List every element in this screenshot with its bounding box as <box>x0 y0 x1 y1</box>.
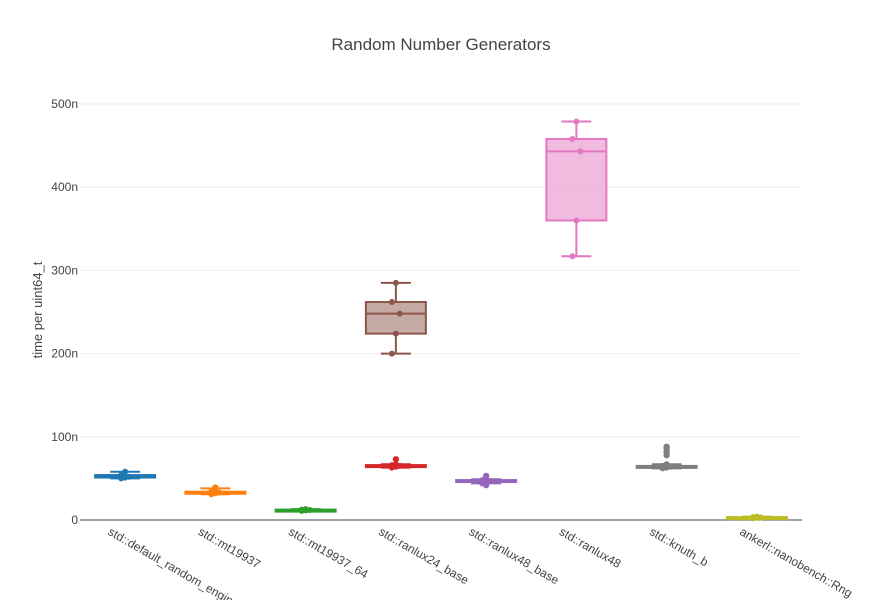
outlier-point <box>212 484 219 491</box>
data-point <box>569 135 576 142</box>
data-point <box>577 148 584 155</box>
chart-title: Random Number Generators <box>331 35 550 54</box>
data-point <box>663 461 670 468</box>
labels: 0100n200n300n400n500nstd::default_random… <box>51 97 854 600</box>
x-tick-label: std::ranlux48_base <box>467 524 562 587</box>
x-tick-label: std::ranlux48 <box>557 524 624 571</box>
outlier-point <box>663 443 670 450</box>
data-point <box>126 473 133 480</box>
box-0 <box>94 468 157 482</box>
y-tick-label: 500n <box>51 97 78 111</box>
outlier-point <box>482 481 490 489</box>
data-point <box>569 253 576 260</box>
box-7 <box>725 513 788 522</box>
outlier-point <box>392 456 400 463</box>
box-5 <box>545 118 608 260</box>
x-tick-label: std::mt19937_64 <box>286 524 371 581</box>
y-tick-label: 400n <box>51 180 78 194</box>
data-point <box>573 118 580 125</box>
data-point <box>122 468 129 475</box>
box-3 <box>364 456 427 471</box>
data-point <box>388 299 395 306</box>
data-point <box>753 513 760 520</box>
box-extra <box>364 279 427 357</box>
data-point <box>392 279 399 286</box>
data-point <box>216 489 223 496</box>
x-tick-label: std::ranlux24_base <box>376 524 471 587</box>
boxes <box>94 118 788 522</box>
outlier-point <box>482 472 490 480</box>
data-point <box>388 350 395 357</box>
y-tick-label: 200n <box>51 347 78 361</box>
x-tick-label: ankerl::nanobench::Rng <box>737 524 854 600</box>
data-point <box>118 472 125 479</box>
box-2 <box>274 506 337 514</box>
data-point <box>392 461 399 468</box>
y-tick-label: 300n <box>51 263 78 277</box>
box-4 <box>455 472 518 489</box>
y-axis-label: time per uint64_t <box>30 261 45 358</box>
x-tick-label: std::knuth_b <box>647 524 711 569</box>
data-point <box>573 217 580 224</box>
box-6 <box>635 443 698 472</box>
y-tick-label: 100n <box>51 430 78 444</box>
data-point <box>392 330 399 337</box>
data-point <box>208 488 215 495</box>
box-1 <box>184 484 247 498</box>
gridlines <box>80 103 802 438</box>
data-point <box>396 310 403 317</box>
y-tick-label: 0 <box>71 513 78 527</box>
x-tick-label: std::mt19937 <box>196 524 263 571</box>
box-body <box>364 301 427 335</box>
data-point <box>302 506 309 513</box>
